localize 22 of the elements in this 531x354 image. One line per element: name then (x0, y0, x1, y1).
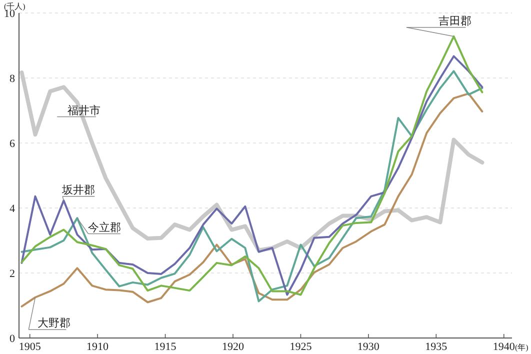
series-label: 大野郡 (38, 316, 71, 330)
x-tick-label: 1940 (492, 341, 516, 353)
y-tick-label: 4 (10, 203, 16, 215)
x-tick-label: 1920 (222, 341, 244, 353)
series-label: 吉田郡 (438, 14, 472, 28)
x-tick-label: 1935 (425, 341, 448, 353)
x-axis-title: (年) (515, 343, 529, 352)
x-tick-label: 1915 (154, 341, 177, 353)
y-tick-label: 2 (10, 268, 15, 280)
line-series (20, 70, 484, 252)
y-axis-title: (千人) (4, 2, 26, 11)
x-tick-label: 1910 (86, 341, 110, 353)
y-tick-label: 0 (10, 333, 16, 345)
x-tick-label: 1930 (357, 341, 380, 353)
series-label: 今立郡 (88, 220, 121, 234)
x-tick-label: 1925 (290, 341, 312, 353)
x-tick-label: 1905 (18, 341, 42, 353)
y-tick-label: 10 (4, 8, 16, 20)
y-tick-label: 6 (10, 138, 16, 150)
series-label: 坂井郡 (61, 183, 96, 196)
y-tick-label: 8 (10, 73, 16, 85)
series-label: 福井市 (68, 104, 101, 117)
